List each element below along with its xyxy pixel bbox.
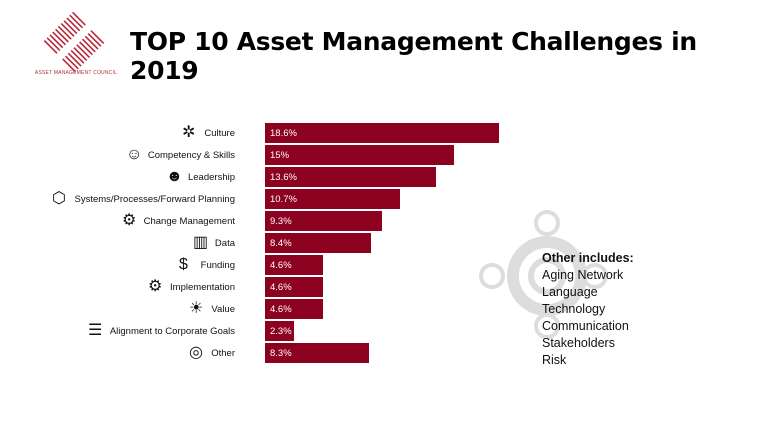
category-label: Implementation (170, 282, 235, 293)
other-item: Aging Network (542, 268, 624, 282)
data-label: 18.6% (270, 128, 297, 139)
target-decoration-icon (479, 210, 608, 339)
logo-text: ASSET MANAGEMENT COUNCIL (34, 70, 118, 76)
category-label: Data (214, 238, 235, 249)
category-label: Systems/Processes/Forward Planning (74, 194, 235, 205)
bar-0 (265, 123, 499, 143)
asset-management-council-logo (43, 11, 105, 73)
category-label: Other (211, 348, 235, 359)
category-label: Value (211, 304, 235, 315)
gear-checklist-icon: ⚙ (122, 212, 137, 229)
tools-icon: ✲ (182, 124, 196, 141)
bar-9 (265, 321, 294, 341)
head-gears-icon: ☺ (126, 146, 143, 163)
bar-4 (265, 211, 382, 231)
data-label: 9.3% (270, 216, 292, 227)
category-label: Alignment to Corporate Goals (109, 326, 235, 337)
data-label: 4.6% (270, 260, 292, 271)
other-item: Stakeholders (542, 336, 615, 350)
data-label: 10.7% (270, 194, 297, 205)
data-label: 8.4% (270, 238, 292, 249)
category-label: Funding (200, 260, 235, 271)
bar-8 (265, 299, 323, 319)
bar-2 (265, 167, 437, 187)
other-heading: Other includes: (542, 251, 634, 265)
network-icon: ⬡ (52, 190, 66, 207)
bar-6 (265, 255, 323, 275)
category-label: Change Management (143, 216, 235, 227)
other-item: Language (542, 285, 598, 299)
category-label: Leadership (187, 172, 235, 183)
category-label: Competency & Skills (147, 150, 235, 161)
data-label: 4.6% (270, 304, 292, 315)
bar-10 (265, 343, 370, 363)
data-label: 4.6% (270, 282, 292, 293)
target-icon: ◎ (189, 344, 203, 361)
other-item: Technology (542, 302, 606, 316)
data-label: 15% (270, 150, 290, 161)
other-includes-box: Other includes: Aging Network Language T… (542, 250, 634, 369)
page-title: TOP 10 Asset Management Challenges in 20… (130, 27, 697, 85)
other-item: Risk (542, 353, 567, 367)
data-label: 13.6% (270, 172, 297, 183)
money-bag-icon: $ (179, 256, 188, 273)
hand-idea-icon: ☀ (189, 300, 204, 317)
indent-list-icon: ☰ (88, 322, 103, 339)
data-label: 2.3% (270, 326, 292, 337)
data-label: 8.3% (270, 348, 292, 359)
bar-1 (265, 145, 454, 165)
bar-3 (265, 189, 400, 209)
gears-cycle-icon: ⚙ (148, 278, 163, 295)
data-chart-icon: ▥ (193, 234, 209, 251)
category-label: Culture (204, 128, 235, 139)
other-item: Communication (542, 319, 629, 333)
person-speech-icon: ☻ (166, 168, 183, 185)
bar-5 (265, 233, 371, 253)
bar-7 (265, 277, 323, 297)
